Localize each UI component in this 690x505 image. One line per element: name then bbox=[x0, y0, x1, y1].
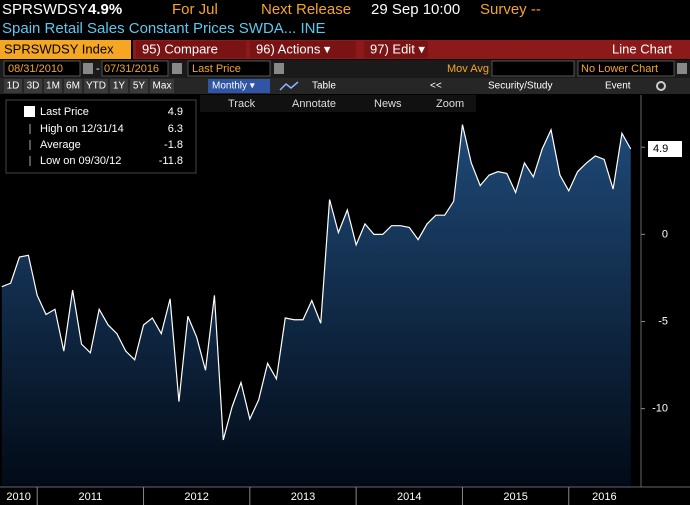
actions-button[interactable]: 96) Actions ▾ bbox=[256, 41, 331, 56]
range-button[interactable]: 1M bbox=[46, 81, 60, 92]
range-button[interactable]: 1D bbox=[7, 81, 20, 92]
range-button[interactable]: Max bbox=[153, 81, 172, 92]
range-button-box[interactable] bbox=[44, 79, 62, 93]
chart-tool[interactable]: Annotate bbox=[292, 98, 336, 110]
range-button[interactable]: 3D bbox=[27, 81, 40, 92]
lower-chart[interactable]: No Lower Chart bbox=[581, 63, 658, 75]
legend-value: 4.9 bbox=[168, 106, 183, 118]
x-tick-label: 2012 bbox=[184, 491, 208, 503]
range-button-box[interactable] bbox=[130, 79, 148, 93]
legend-box bbox=[5, 99, 197, 174]
end-date[interactable]: 07/31/2016 bbox=[104, 63, 159, 75]
legend-stat-label: High on 12/31/14 bbox=[40, 123, 124, 135]
dropdown-icon[interactable] bbox=[274, 63, 284, 74]
chart-tools: Track Annotate News Zoom bbox=[228, 98, 464, 110]
legend-stat-value: -11.8 bbox=[159, 155, 183, 167]
legend-stat-value: -1.8 bbox=[164, 139, 183, 151]
y-tick-label: -5 bbox=[658, 315, 668, 327]
range-button-box[interactable] bbox=[24, 79, 42, 93]
x-tick-label: 2015 bbox=[503, 491, 527, 503]
range-buttons: 1D 3D 1M 6M YTD 1Y 5Y Max bbox=[4, 79, 174, 93]
date-box[interactable] bbox=[101, 60, 169, 77]
chart-icon[interactable] bbox=[279, 81, 299, 91]
last-value-label: 4.9 bbox=[653, 143, 668, 155]
chart-tool[interactable]: News bbox=[374, 98, 402, 110]
x-tick-label: 2016 bbox=[592, 491, 616, 503]
line bbox=[1, 124, 632, 441]
range-button[interactable]: 6M bbox=[66, 81, 80, 92]
range-button-box[interactable] bbox=[84, 79, 108, 93]
range-button-box[interactable] bbox=[110, 79, 128, 93]
security: SPRSWDSY Index bbox=[4, 41, 114, 56]
compare-button[interactable]: 95) Compare bbox=[142, 41, 218, 56]
range-button-box[interactable] bbox=[64, 79, 82, 93]
legend-stat-label: Average bbox=[40, 139, 81, 151]
lower-chart-box[interactable] bbox=[577, 60, 675, 77]
edit-button[interactable]: 97) Edit ▾ bbox=[370, 41, 425, 56]
change: 4.9% bbox=[88, 1, 122, 18]
security-box[interactable] bbox=[0, 40, 131, 59]
field[interactable]: Last Price bbox=[192, 63, 241, 75]
next-release: 29 Sep 10:00 bbox=[371, 1, 460, 18]
chart-toolbar bbox=[200, 95, 476, 112]
mov-avg[interactable]: Mov Avg bbox=[447, 63, 489, 75]
legend-stat-value: 6.3 bbox=[168, 123, 183, 135]
last-value-box bbox=[648, 141, 682, 158]
date-separator: - bbox=[96, 63, 100, 75]
button[interactable] bbox=[136, 41, 246, 58]
table-button[interactable]: Table bbox=[312, 81, 336, 92]
mov-avg-box[interactable] bbox=[491, 60, 575, 77]
ticker: SPRSWDSY bbox=[2, 1, 88, 18]
x-tick-label: 2013 bbox=[291, 491, 315, 503]
calendar-icon[interactable] bbox=[83, 63, 93, 74]
y-tick-label: 0 bbox=[662, 228, 668, 240]
next-release-label: Next Release bbox=[261, 1, 351, 18]
event[interactable]: Event bbox=[605, 81, 631, 92]
range-button[interactable]: 1Y bbox=[113, 81, 126, 92]
x-tick-label: 2010 bbox=[6, 491, 30, 503]
view-title: Line Chart bbox=[612, 41, 672, 56]
legend-swatch bbox=[24, 106, 35, 117]
field-box[interactable] bbox=[187, 60, 271, 77]
range-button-box[interactable] bbox=[4, 79, 22, 93]
back-button[interactable]: << bbox=[430, 81, 442, 92]
y-tick-label: -10 bbox=[652, 403, 668, 415]
x-tick-label: 2014 bbox=[397, 491, 421, 503]
period: For Jul bbox=[172, 1, 218, 18]
survey: Survey -- bbox=[480, 1, 541, 18]
settings-icon[interactable] bbox=[656, 81, 666, 91]
legend-label: Last Price bbox=[40, 106, 89, 118]
button[interactable] bbox=[364, 41, 428, 58]
x-tick-label: 2011 bbox=[79, 491, 103, 503]
frequency-box[interactable] bbox=[208, 79, 270, 93]
frequency[interactable]: Monthly ▾ bbox=[212, 81, 255, 92]
range-button[interactable]: 5Y bbox=[133, 81, 146, 92]
range-button[interactable]: YTD bbox=[86, 81, 106, 92]
description: Spain Retail Sales Constant Prices SWDA.… bbox=[2, 20, 325, 37]
start-date[interactable]: 08/31/2010 bbox=[8, 63, 63, 75]
range-button-box[interactable] bbox=[150, 79, 174, 93]
date-box[interactable] bbox=[3, 60, 81, 77]
chart-tool[interactable]: Zoom bbox=[436, 98, 464, 110]
chart-tool[interactable]: Track bbox=[228, 98, 256, 110]
button[interactable] bbox=[250, 41, 356, 58]
legend-stat-label: Low on 09/30/12 bbox=[40, 155, 121, 167]
calendar-icon[interactable] bbox=[172, 63, 182, 74]
legend-stats: High on 12/31/14 6.3 Average -1.8 Low on 09/… bbox=[29, 123, 183, 167]
area bbox=[1, 124, 631, 488]
dropdown-icon[interactable] bbox=[677, 63, 687, 74]
security-study[interactable]: Security/Study bbox=[488, 81, 552, 92]
